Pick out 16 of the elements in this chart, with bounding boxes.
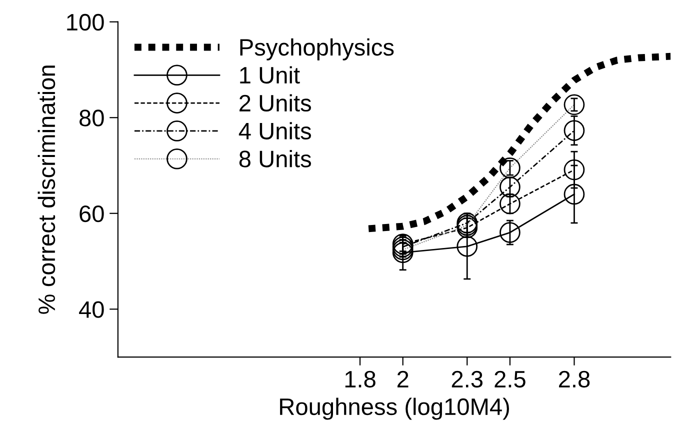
legend-label: 4 Units [238,122,311,140]
y-tick-label: 80 [80,110,104,126]
legend-label: Psychophysics [240,38,394,60]
y-tick-label: 40 [79,301,104,318]
legend-label: 8 Units [239,150,311,168]
x-axis-title: Roughness (log10M4) [280,398,509,420]
legend-label: 1 Unit [240,66,300,84]
x-tick-label: 2.3 [452,370,482,388]
y-tick-label: 100 [67,14,104,31]
x-tick-label: 1.8 [345,370,376,388]
y-axis-title: % correct discrimination [38,66,56,314]
legend-label: 2 Units [240,94,311,112]
x-tick-label: 2.5 [494,370,526,388]
x-tick-label: 2.8 [559,370,590,388]
y-tick-label: 60 [80,205,104,222]
x-tick-label: 2 [397,370,408,388]
